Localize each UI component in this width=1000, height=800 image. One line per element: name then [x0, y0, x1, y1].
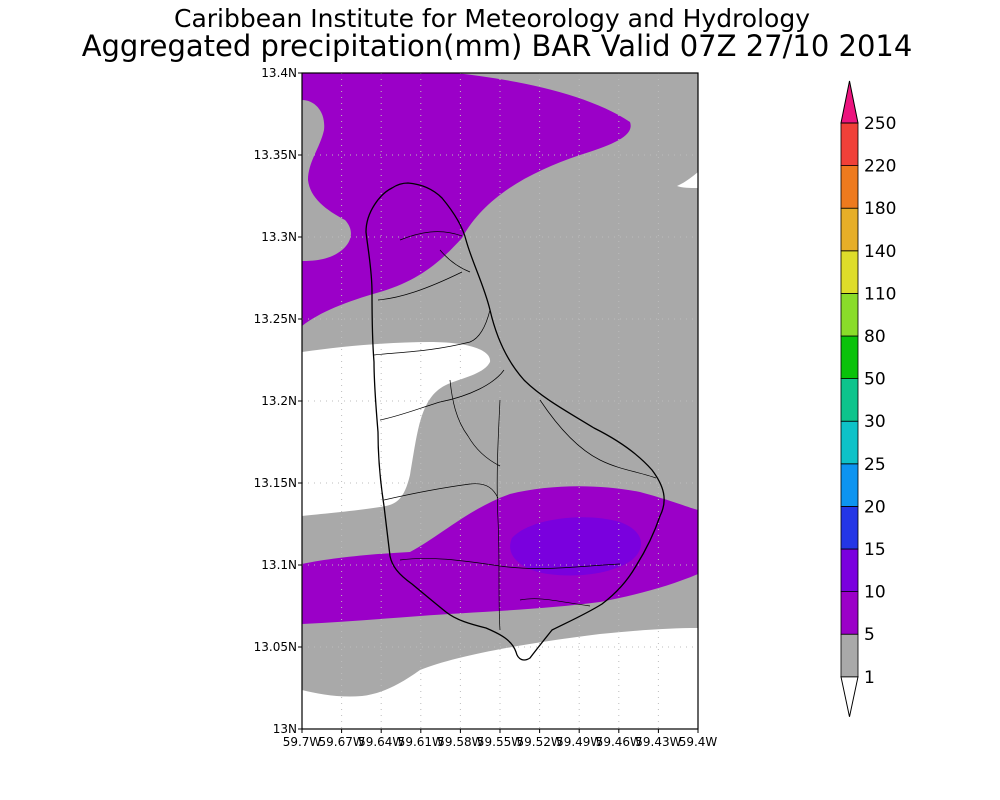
colorbar-swatch	[840, 165, 859, 209]
longitude-axis: 59.7W59.67W59.64W59.61W59.58W59.55W59.52…	[283, 729, 718, 749]
colorbar-swatch	[840, 207, 859, 252]
colorbar-swatch	[840, 122, 859, 166]
shading-white-west	[302, 342, 491, 516]
shading-gray-north-patch	[302, 100, 351, 261]
colorbar-level-label: 110	[864, 284, 896, 304]
colorbar-swatch	[840, 591, 859, 635]
y-tick-label: 13.4N	[261, 66, 297, 80]
latitude-axis: 13N 13.05N 13.1N 13.15N 13.2N 13.25N 13.3N 13.3…	[254, 66, 302, 736]
colorbar-level-label: 20	[864, 497, 886, 517]
y-tick-label: 13N	[273, 722, 297, 736]
x-tick-label: 59.58W	[437, 735, 483, 749]
y-tick-label: 13.3N	[261, 230, 297, 244]
colorbar-level-label: 220	[864, 157, 896, 177]
map-plot-area: 13N 13.05N 13.1N 13.15N 13.2N 13.25N 13.3N 13.3…	[254, 66, 718, 749]
colorbar-upper-arrow	[840, 80, 859, 124]
x-tick-label: 59.61W	[398, 735, 444, 749]
figure-title-line1: Caribbean Institute for Meteorology and …	[174, 4, 810, 33]
colorbar-swatch	[840, 378, 859, 422]
shading-violet-core	[510, 517, 642, 576]
colorbar-swatch	[840, 463, 859, 507]
colorbar-level-label: 80	[864, 327, 886, 347]
colorbar-level-label: 50	[864, 370, 886, 390]
colorbar-swatch	[840, 292, 859, 337]
x-tick-label: 59.43W	[635, 735, 681, 749]
colorbar-swatch	[840, 335, 859, 379]
x-tick-label: 59.49W	[556, 735, 602, 749]
colorbar-level-label: 25	[864, 455, 886, 475]
colorbar-swatch	[840, 548, 859, 592]
y-tick-label: 13.1N	[261, 558, 297, 572]
map-gridlines	[302, 73, 698, 729]
shading-white-south	[302, 628, 698, 729]
x-tick-label: 59.4W	[679, 735, 718, 749]
figure-title-line2: Aggregated precipitation(mm) BAR Valid 0…	[82, 29, 913, 63]
y-tick-label: 13.05N	[254, 640, 297, 654]
x-tick-label: 59.52W	[516, 735, 562, 749]
y-tick-label: 13.2N	[261, 394, 297, 408]
y-tick-label: 13.25N	[254, 312, 297, 326]
colorbar-lower-arrow	[840, 676, 859, 717]
x-tick-label: 59.64W	[358, 735, 404, 749]
x-tick-label: 59.46W	[596, 735, 642, 749]
colorbar-level-label: 180	[864, 199, 896, 219]
colorbar-level-label: 1	[864, 668, 875, 688]
colorbar-swatch	[840, 250, 859, 294]
colorbar-swatch	[840, 420, 859, 465]
shading-purple-north	[302, 73, 631, 326]
colorbar-level-label: 30	[864, 412, 886, 432]
x-tick-label: 59.55W	[477, 735, 523, 749]
barbados-coastline	[365, 182, 665, 661]
shading-white-northeast	[677, 172, 698, 188]
x-tick-label: 59.7W	[283, 735, 322, 749]
barbados-boundaries	[365, 182, 665, 661]
colorbar-level-label: 250	[864, 114, 896, 134]
colorbar-swatch	[840, 505, 859, 550]
colorbar-swatch	[840, 633, 859, 678]
y-tick-label: 13.15N	[254, 476, 297, 490]
colorbar-level-label: 15	[864, 540, 886, 560]
colorbar-level-label: 5	[864, 625, 875, 645]
colorbar-level-label: 10	[864, 583, 886, 603]
colorbar-level-label: 140	[864, 242, 896, 262]
x-tick-label: 59.67W	[318, 735, 364, 749]
parish-boundaries	[373, 231, 657, 631]
y-tick-label: 13.35N	[254, 148, 297, 162]
